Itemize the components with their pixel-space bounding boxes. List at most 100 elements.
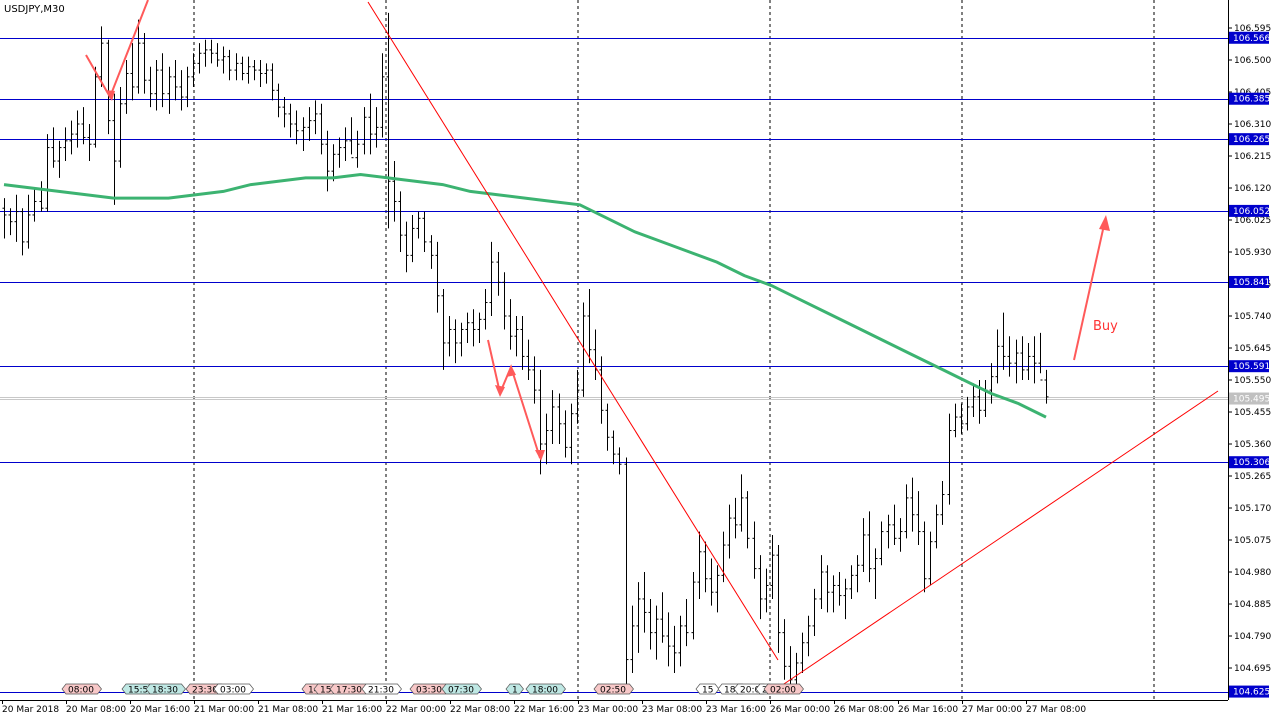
event-marker[interactable]: 1 [505,683,524,696]
candle [569,403,574,465]
annotation-arrows [85,0,1110,461]
event-marker-label: 18:00 [532,686,558,696]
candle [764,568,769,613]
candle [508,299,513,350]
candle [776,545,781,653]
candle [563,410,568,458]
event-marker[interactable]: 21:30 [361,683,402,696]
candle [246,56,251,84]
current-price-badge [1229,392,1269,405]
candle [898,518,903,552]
event-marker[interactable]: 18:30 [145,683,186,696]
candle [392,161,397,222]
candle [374,107,379,148]
candle [459,322,464,357]
candle [995,329,1000,384]
level-price-label: 105.841 [1233,278,1270,288]
event-marker[interactable]: 02:00 [763,683,804,696]
candle [892,504,897,546]
candle [185,66,190,108]
candle [660,592,665,643]
event-marker-label: 21:30 [368,686,394,696]
candle [855,555,860,593]
price-tick-label: 105.740 [1234,312,1271,322]
candle [362,107,367,155]
time-tick-label: 26 Mar 00:00 [770,705,830,715]
event-marker-label: 18:30 [152,686,178,696]
candle [197,43,202,74]
event-marker[interactable]: 17:30 [329,683,370,696]
candle [319,103,324,155]
candle [550,390,555,444]
candle [587,289,592,364]
candle [837,572,842,606]
candle [404,221,409,273]
event-marker-label: 03:00 [220,686,246,696]
candle [240,56,245,81]
time-tick-label: 22 Mar 00:00 [386,705,446,715]
event-marker[interactable]: 18:00 [525,683,566,696]
candle [605,403,610,451]
event-marker-label: 15 [702,686,713,696]
candle [270,63,275,101]
candle [477,312,482,343]
event-marker[interactable]: 08:00 [61,683,102,696]
event-marker-label: 15:55 [128,686,154,696]
candle [1026,342,1031,380]
arrowhead-icon [495,385,505,397]
candle [703,541,708,593]
candle [819,555,824,610]
candle [39,181,44,212]
candle [173,60,178,101]
event-marker[interactable]: 03:00 [213,683,254,696]
event-marker[interactable]: 15 [313,683,338,696]
event-marker-label: 14 [308,686,320,696]
arrowhead-icon [105,90,115,101]
uptrend-line[interactable] [777,390,1219,689]
candle [1001,312,1006,370]
price-tick-label: 104.790 [1234,632,1271,642]
buy-arrow-line[interactable] [1073,224,1105,361]
candle [934,504,939,549]
candle [337,137,342,168]
candle [806,615,811,657]
event-marker[interactable]: 03:30 [409,683,450,696]
event-marker[interactable]: 02:50 [593,683,634,696]
time-tick-label: 21 Mar 00:00 [194,705,254,715]
candle [32,188,37,222]
price-tick-label: 105.645 [1234,344,1271,354]
candle [483,289,488,330]
level-price-label: 106.385 [1233,95,1270,105]
level-price-label: 105.591 [1233,362,1270,372]
time-tick-label: 27 Mar 00:00 [962,705,1022,715]
candle [733,497,738,539]
zigzag-arrow-lines[interactable] [487,339,541,459]
candle [922,521,927,593]
candle [307,107,312,141]
candle [825,565,830,613]
candle [812,588,817,636]
candle [148,66,153,108]
event-marker[interactable]: 15 [695,683,720,696]
candle [87,124,92,162]
price-tick-label: 105.075 [1234,536,1271,546]
event-marker-label: 18: [724,686,738,696]
candle [642,572,647,633]
candle [599,356,604,424]
moving-average [3,172,1047,419]
event-marker[interactable]: 07:30 [441,683,482,696]
level-price-label: 106.265 [1233,135,1270,145]
candle [666,612,671,667]
downtrend-line[interactable] [367,1,779,661]
candle [215,43,220,67]
candle [93,66,98,148]
candle [849,565,854,599]
candle [1038,332,1043,381]
candle [715,565,720,613]
candle [745,491,750,549]
candle [727,504,732,559]
ma-line[interactable] [3,172,1047,419]
candle [953,403,958,438]
candle [1044,369,1049,404]
